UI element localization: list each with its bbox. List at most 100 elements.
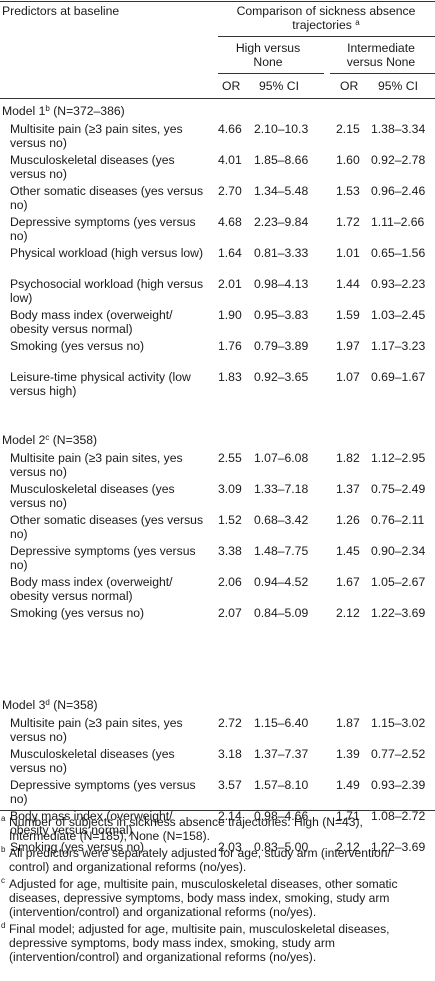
ci2-value: 1.12–2.95 [371,451,426,465]
predictor-label: Multisite pain (≥3 pain sites, yes versu… [10,451,183,479]
predictor-label: Body mass index (overweight/ obesity ver… [10,809,173,837]
or2-value: 2.12 [336,606,360,620]
or2-value: 1.07 [336,370,360,384]
or1-value: 4.66 [218,122,242,136]
or2-value: 2.15 [336,122,360,136]
or1-header: OR [222,79,241,93]
or2-value: 1.67 [336,575,360,589]
predictor-label: Other somatic diseases (yes versus no) [10,184,204,212]
ci2-value: 1.15–3.02 [371,716,426,730]
model-footnote-mark: b [45,104,50,113]
predictor-label: Smoking (yes versus no) [10,339,145,353]
or2-value: 1.26 [336,513,360,527]
ci2-value: 1.17–3.23 [371,339,426,353]
predictor-label: Body mass index (overweight/ obesity ver… [10,308,173,336]
or2-value: 1.45 [336,544,360,558]
predictor-label: Depressive symptoms (yes versus no) [10,778,196,806]
ci1-value: 0.95–3.83 [254,308,309,322]
or1-value: 1.90 [218,308,242,322]
ci1-value: 0.83–5.00 [254,840,309,854]
ci2-value: 1.05–2.67 [371,575,426,589]
predictor-label: Musculoskeletal diseases (yes versus no) [10,482,175,510]
ci1-value: 0.98–4.13 [254,277,309,291]
or2-value: 1.97 [336,339,360,353]
ci2-header: 95% CI [378,79,418,93]
footnote: b All predictors were separately adjusted… [0,845,433,874]
ci2-value: 1.03–2.45 [371,308,426,322]
model-heading: Model 2c (N=358) [2,433,202,447]
or2-value: 1.01 [336,246,360,260]
ci1-value: 1.33–7.18 [254,482,309,496]
footnote-mark: d [1,921,6,930]
or1-value: 2.06 [218,575,242,589]
model-heading: Model 1b (N=372–386) [2,104,202,118]
or2-header: OR [340,79,359,93]
footnote-text: Adjusted for age, multisite pain, muscul… [9,877,398,919]
ci2-value: 0.92–2.78 [371,153,426,167]
ci1-value: 1.07–6.08 [254,451,309,465]
comparison-footnote-mark: a [355,18,360,27]
or1-value: 1.52 [218,513,242,527]
ci1-value: 0.84–5.09 [254,606,309,620]
predictor-label: Smoking (yes versus no) [10,840,145,854]
table-bottom-rule [0,810,435,811]
ci2-value: 0.65–1.56 [371,246,426,260]
predictor-label: Leisure-time physical activity (low vers… [10,370,191,398]
model-heading: Model 3d (N=358) [2,698,202,712]
or2-value: 1.71 [336,809,360,823]
group2-rule [330,73,435,74]
footnote: d Final model; adjusted for age, multisit… [0,921,433,964]
predictor-label: Musculoskeletal diseases (yes versus no) [10,153,175,181]
or1-value: 2.72 [218,716,242,730]
or1-value: 2.07 [218,606,242,620]
or1-value: 3.38 [218,544,242,558]
predictor-label: Physical workload (high versus low) [10,246,204,260]
ci1-value: 0.68–3.42 [254,513,309,527]
footnote: a Number of subjects in sickness absence … [0,814,433,843]
ci1-value: 1.34–5.48 [254,184,309,198]
comparison-rule [218,36,435,37]
model-sample-size: (N=358) [53,698,98,712]
or1-value: 1.83 [218,370,242,384]
model-title: Model 3 [2,698,46,712]
ci1-header: 95% CI [259,79,299,93]
predictor-label: Multisite pain (≥3 pain sites, yes versu… [10,122,183,150]
ci2-value: 1.11–2.66 [371,215,425,229]
ci1-value: 1.85–8.66 [254,153,309,167]
or2-value: 1.39 [336,747,360,761]
ci2-value: 0.75–2.49 [371,482,426,496]
ci1-value: 0.92–3.65 [254,370,309,384]
model-title: Model 1 [2,104,46,118]
ci2-value: 0.90–2.34 [371,544,426,558]
or1-value: 2.01 [218,277,242,291]
predictors-header: Predictors at baseline [2,4,120,18]
footnote-text: All predictors were separately adjusted … [9,846,391,874]
predictor-label: Psychosocial workload (high versus low) [10,277,204,305]
model-title: Model 2 [2,433,46,447]
ci2-value: 1.38–3.34 [371,122,426,136]
model-sample-size: (N=358) [52,433,98,447]
ci1-value: 0.79–3.89 [254,339,309,353]
ci2-value: 0.77–2.52 [371,747,426,761]
or1-value: 3.09 [218,482,242,496]
or1-value: 3.18 [218,747,242,761]
or2-value: 1.49 [336,778,360,792]
predictor-label: Smoking (yes versus no) [10,606,145,620]
or1-value: 2.03 [218,840,242,854]
predictor-label: Body mass index (overweight/ obesity ver… [10,575,173,603]
or1-value: 1.64 [218,246,242,260]
model-sample-size: (N=372–386) [53,104,125,118]
or1-value: 1.76 [218,339,242,353]
ci2-value: 0.96–2.46 [371,184,426,198]
ci2-value: 1.22–3.69 [371,840,426,854]
predictor-label: Multisite pain (≥3 pain sites, yes versu… [10,716,183,744]
table-top-rule [0,1,435,2]
ci1-value: 0.98–4.66 [254,809,309,823]
ci2-value: 0.93–2.39 [371,778,426,792]
or2-value: 1.87 [336,716,360,730]
footnote: c Adjusted for age, multisite pain, muscu… [0,876,433,919]
comparison-header-text: Comparison of sickness absence trajector… [236,4,416,32]
ci1-value: 1.15–6.40 [254,716,309,730]
ci2-value: 0.93–2.23 [371,277,426,291]
or1-value: 2.70 [218,184,242,198]
